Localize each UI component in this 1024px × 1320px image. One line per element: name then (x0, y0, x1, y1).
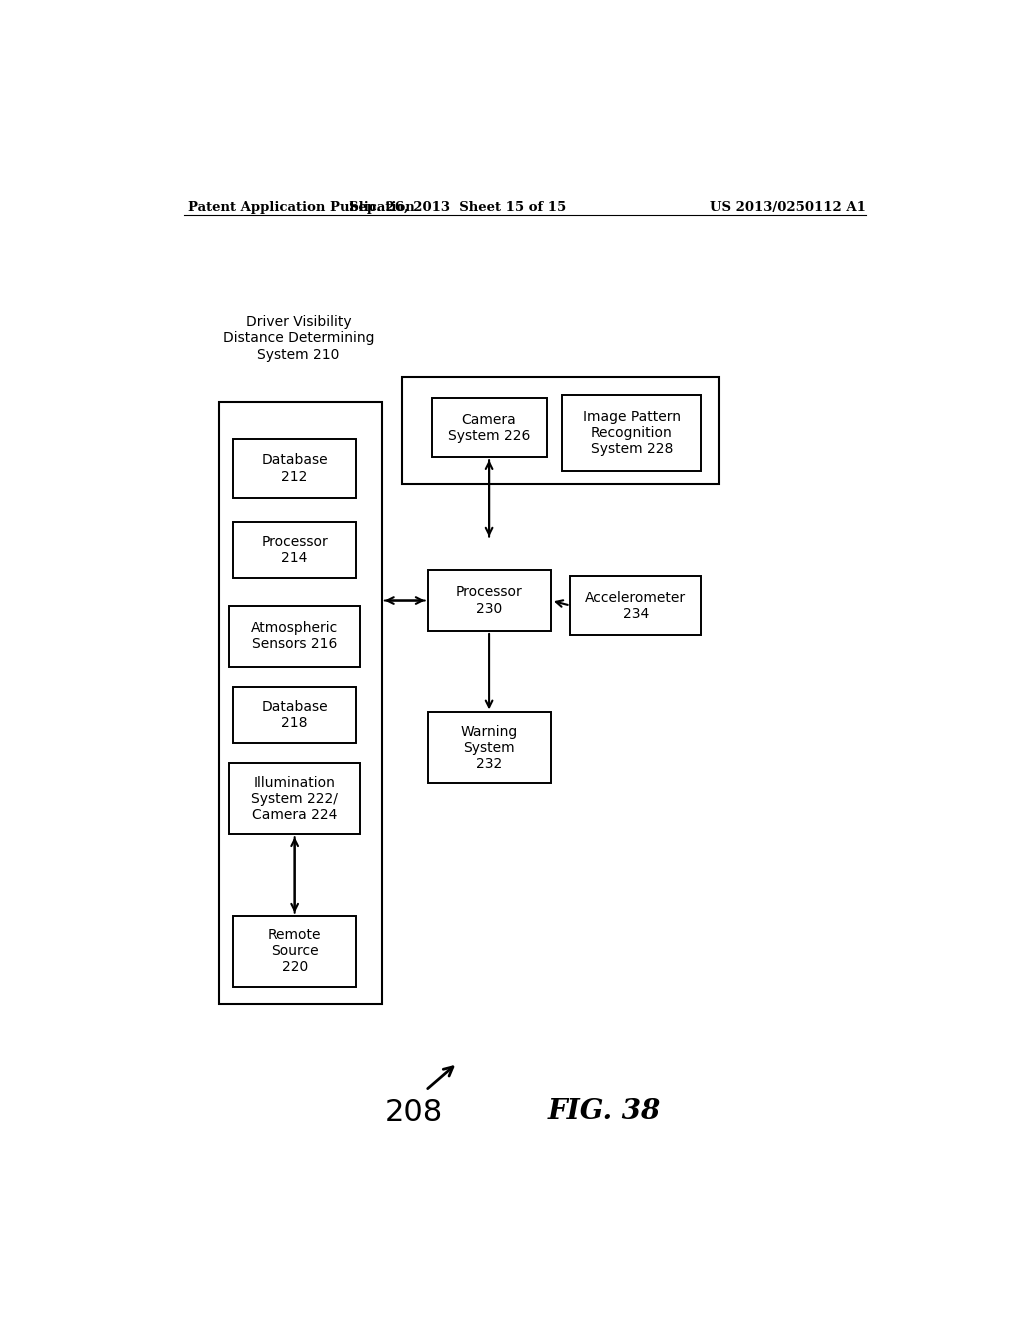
Bar (401, 378, 719, 483)
Bar (570, 576, 701, 635)
Text: Warning
System
232: Warning System 232 (461, 725, 518, 771)
Bar (428, 713, 551, 784)
Bar (233, 916, 356, 987)
Text: Database
212: Database 212 (261, 453, 328, 483)
Text: US 2013/0250112 A1: US 2013/0250112 A1 (711, 201, 866, 214)
Text: Processor
214: Processor 214 (261, 535, 328, 565)
Text: Processor
230: Processor 230 (456, 586, 522, 615)
Text: 208: 208 (385, 1097, 442, 1126)
Bar (233, 440, 356, 498)
Text: Remote
Source
220: Remote Source 220 (268, 928, 322, 974)
Text: Database
218: Database 218 (261, 701, 328, 730)
Text: Illumination
System 222/
Camera 224: Illumination System 222/ Camera 224 (251, 776, 338, 822)
Bar (428, 570, 551, 631)
Text: Atmospheric
Sensors 216: Atmospheric Sensors 216 (251, 620, 338, 651)
Text: Patent Application Publication: Patent Application Publication (187, 201, 415, 214)
Text: FIG. 38: FIG. 38 (548, 1097, 660, 1125)
Text: Camera
System 226: Camera System 226 (447, 413, 530, 442)
Bar (233, 521, 356, 578)
Text: Driver Visibility
Distance Determining
System 210: Driver Visibility Distance Determining S… (223, 315, 375, 362)
Text: Sep. 26, 2013  Sheet 15 of 15: Sep. 26, 2013 Sheet 15 of 15 (349, 201, 566, 214)
Bar (233, 688, 356, 743)
Bar (431, 399, 547, 457)
Bar (229, 763, 360, 834)
Bar (562, 395, 701, 471)
Text: Image Pattern
Recognition
System 228: Image Pattern Recognition System 228 (583, 409, 681, 455)
Bar (219, 403, 382, 1005)
Bar (229, 606, 360, 667)
Text: Accelerometer
234: Accelerometer 234 (586, 590, 686, 620)
